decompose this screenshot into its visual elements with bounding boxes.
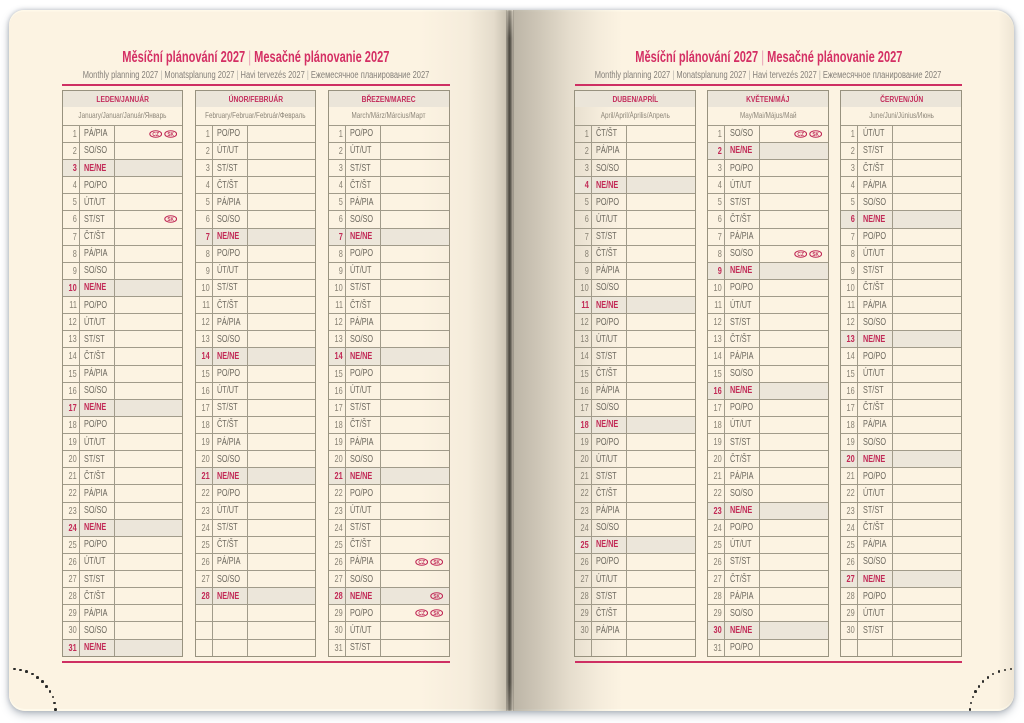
svg-text:SK: SK [167, 217, 174, 223]
svg-text:CZ: CZ [418, 611, 425, 617]
svg-text:CZ: CZ [152, 132, 159, 138]
svg-text:SK: SK [433, 594, 440, 600]
svg-text:SK: SK [812, 132, 819, 138]
svg-text:SK: SK [812, 252, 819, 258]
svg-text:SK: SK [167, 132, 174, 138]
svg-text:CZ: CZ [797, 132, 804, 138]
svg-text:CZ: CZ [797, 252, 804, 258]
svg-text:SK: SK [433, 560, 440, 566]
svg-text:SK: SK [433, 611, 440, 617]
svg-text:CZ: CZ [418, 560, 425, 566]
